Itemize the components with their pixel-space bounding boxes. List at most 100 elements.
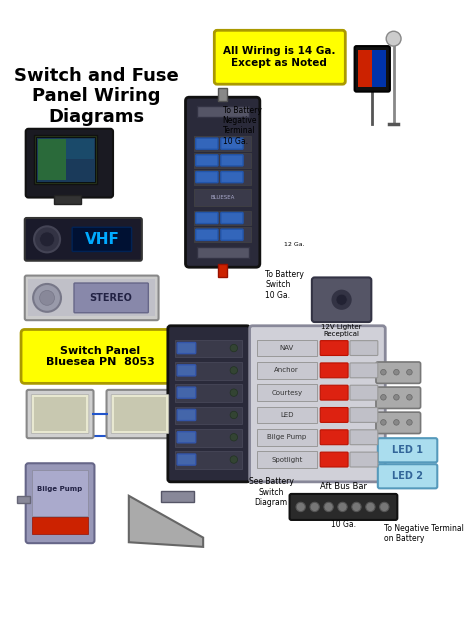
Circle shape	[34, 227, 60, 253]
FancyBboxPatch shape	[350, 385, 378, 400]
FancyBboxPatch shape	[111, 394, 169, 433]
Circle shape	[407, 394, 412, 400]
FancyBboxPatch shape	[177, 431, 196, 443]
Circle shape	[407, 420, 412, 425]
Text: LED 1: LED 1	[392, 445, 423, 455]
Text: NAV: NAV	[280, 345, 294, 351]
Text: LED 2: LED 2	[392, 471, 423, 482]
Bar	[114, 397, 166, 431]
Bar	[194, 153, 252, 168]
FancyBboxPatch shape	[26, 463, 94, 543]
FancyBboxPatch shape	[177, 342, 196, 353]
Bar	[175, 362, 242, 379]
FancyBboxPatch shape	[21, 329, 179, 383]
Text: Courtesy: Courtesy	[271, 389, 302, 396]
FancyBboxPatch shape	[25, 275, 159, 320]
Bar	[32, 470, 88, 516]
Text: Aft Bus Bar: Aft Bus Bar	[320, 482, 367, 491]
Circle shape	[393, 420, 399, 425]
FancyBboxPatch shape	[177, 387, 196, 398]
Text: 10 Ga.: 10 Ga.	[331, 520, 356, 529]
FancyBboxPatch shape	[74, 283, 148, 313]
Bar	[175, 451, 242, 469]
Bar	[197, 247, 249, 258]
Bar	[218, 264, 228, 277]
Text: Spotlight: Spotlight	[271, 457, 302, 462]
Circle shape	[230, 456, 237, 463]
Text: Bilge Pump: Bilge Pump	[267, 435, 306, 440]
FancyBboxPatch shape	[177, 409, 196, 420]
Circle shape	[230, 411, 237, 418]
Bar	[257, 451, 318, 468]
Circle shape	[338, 502, 347, 511]
FancyBboxPatch shape	[312, 277, 371, 322]
Bar	[18, 496, 30, 503]
Bar	[38, 139, 65, 180]
Bar	[55, 195, 81, 204]
FancyBboxPatch shape	[378, 464, 438, 488]
Circle shape	[366, 502, 375, 511]
Circle shape	[40, 232, 55, 247]
FancyBboxPatch shape	[221, 155, 243, 166]
Bar	[257, 384, 318, 401]
Circle shape	[336, 294, 347, 305]
FancyBboxPatch shape	[350, 452, 378, 467]
Bar	[218, 88, 228, 101]
Polygon shape	[129, 496, 203, 547]
Circle shape	[230, 344, 237, 352]
Circle shape	[230, 433, 237, 441]
Bar	[175, 384, 242, 402]
Bar	[194, 210, 252, 225]
Bar	[194, 227, 252, 242]
Circle shape	[407, 370, 412, 375]
FancyBboxPatch shape	[168, 326, 250, 482]
Text: All Wiring is 14 Ga.
Except as Noted: All Wiring is 14 Ga. Except as Noted	[223, 46, 336, 68]
Circle shape	[380, 502, 389, 511]
Text: See Battery
Switch
Diagram: See Battery Switch Diagram	[248, 477, 293, 507]
FancyBboxPatch shape	[290, 494, 397, 520]
FancyBboxPatch shape	[196, 171, 218, 183]
FancyBboxPatch shape	[27, 390, 93, 438]
FancyBboxPatch shape	[185, 97, 260, 267]
FancyBboxPatch shape	[221, 212, 243, 223]
Bar	[257, 407, 318, 423]
FancyBboxPatch shape	[320, 385, 348, 400]
Bar	[65, 139, 93, 160]
Text: To Battery
Negative
Terminal
10 Ga.: To Battery Negative Terminal 10 Ga.	[223, 106, 262, 145]
FancyBboxPatch shape	[376, 412, 420, 433]
Bar	[197, 106, 249, 117]
Text: 12V Lighter
Receptical: 12V Lighter Receptical	[321, 324, 362, 337]
FancyBboxPatch shape	[26, 129, 113, 197]
Bar	[257, 429, 318, 446]
FancyBboxPatch shape	[25, 218, 142, 261]
Text: To Battery
Switch
10 Ga.: To Battery Switch 10 Ga.	[265, 270, 304, 300]
Circle shape	[386, 31, 401, 46]
Text: STEREO: STEREO	[90, 293, 133, 303]
Bar	[358, 50, 372, 87]
Text: To Negative Terminal
on Battery: To Negative Terminal on Battery	[384, 524, 464, 543]
Bar	[161, 491, 194, 502]
FancyBboxPatch shape	[320, 363, 348, 378]
FancyBboxPatch shape	[196, 138, 218, 149]
FancyBboxPatch shape	[350, 407, 378, 422]
Text: BLUESEA: BLUESEA	[210, 195, 235, 200]
FancyBboxPatch shape	[350, 340, 378, 355]
Bar	[36, 137, 95, 182]
Circle shape	[33, 284, 61, 312]
FancyBboxPatch shape	[221, 171, 243, 183]
Bar	[372, 50, 386, 87]
Circle shape	[352, 502, 361, 511]
Bar	[194, 136, 252, 151]
Bar	[257, 340, 318, 357]
Text: LED: LED	[280, 412, 293, 418]
Circle shape	[381, 420, 386, 425]
FancyBboxPatch shape	[350, 430, 378, 444]
Bar	[175, 407, 242, 424]
FancyBboxPatch shape	[214, 30, 345, 84]
FancyBboxPatch shape	[196, 155, 218, 166]
FancyBboxPatch shape	[320, 340, 348, 355]
FancyBboxPatch shape	[196, 229, 218, 240]
FancyBboxPatch shape	[376, 387, 420, 409]
Circle shape	[381, 370, 386, 375]
Text: 12 Ga.: 12 Ga.	[284, 243, 305, 248]
